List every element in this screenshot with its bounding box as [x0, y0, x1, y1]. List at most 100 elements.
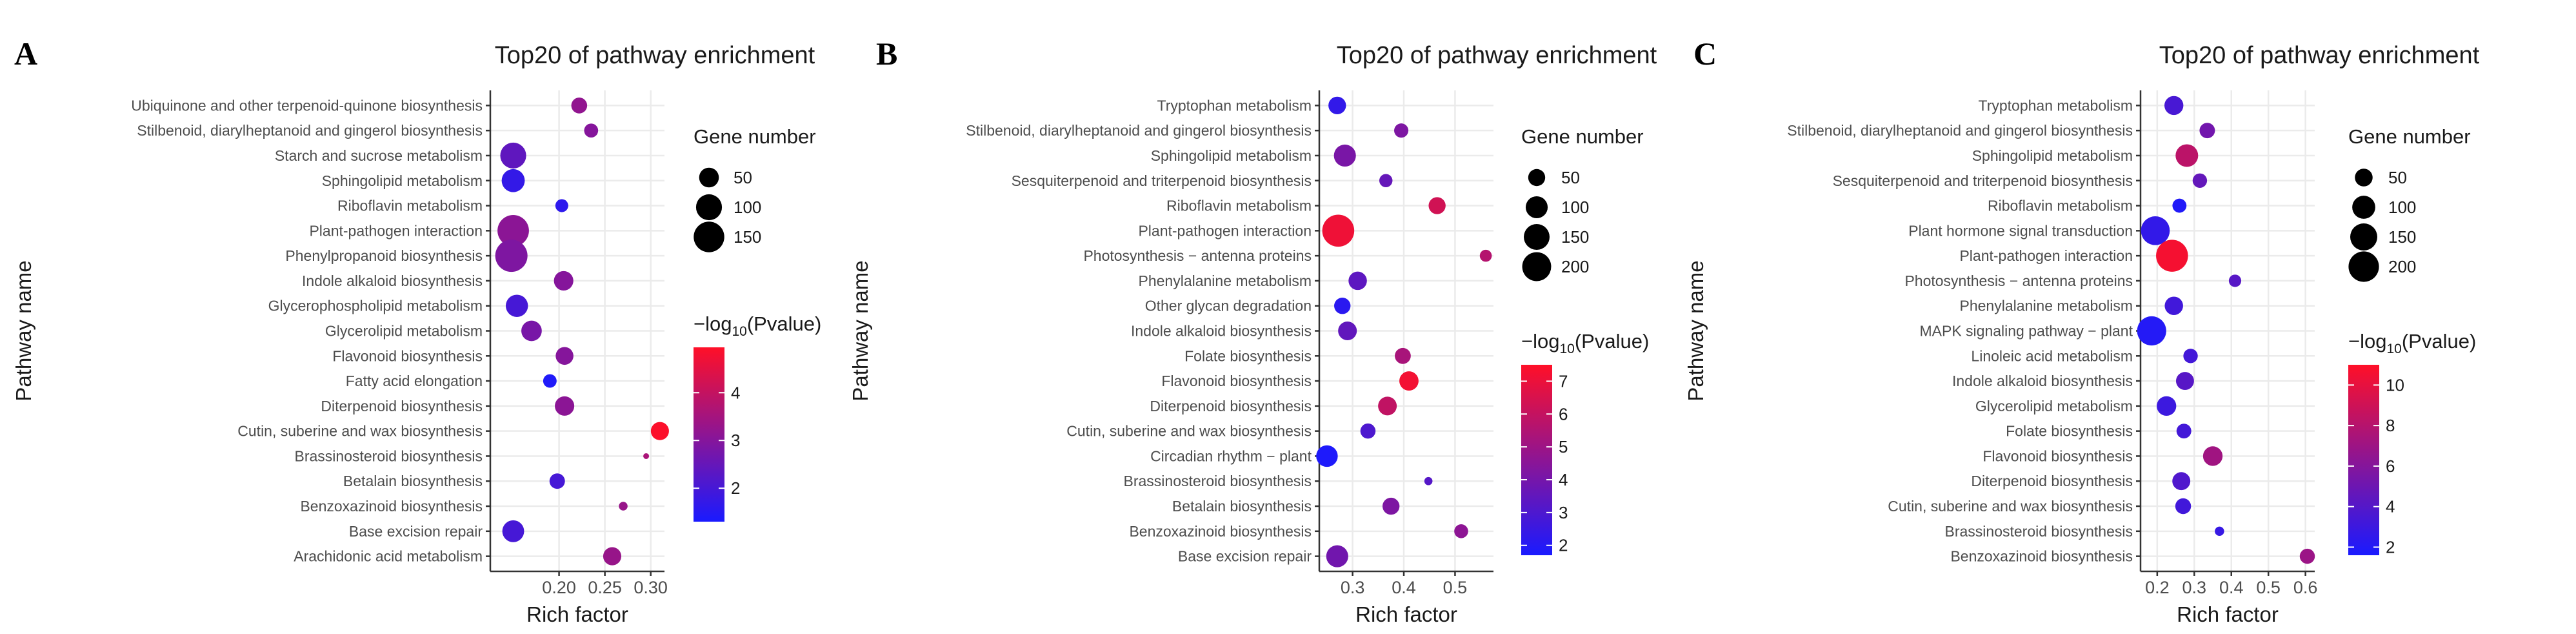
- size-legend-dot: [1524, 224, 1550, 250]
- y-tick-label: Riboflavin metabolism: [1988, 198, 2133, 214]
- y-tick-label: Benzoxazinoid biosynthesis: [300, 498, 483, 515]
- data-point: [2137, 316, 2166, 346]
- data-point: [1360, 423, 1376, 439]
- y-tick-label: MAPK signaling pathway − plant: [1919, 323, 2133, 340]
- x-tick-label: 0.3: [2182, 578, 2207, 597]
- size-legend-title: Gene number: [694, 125, 816, 148]
- data-point: [1348, 271, 1367, 291]
- size-legend-label: 200: [2388, 257, 2416, 276]
- y-tick-label: Indole alkaloid biosynthesis: [1952, 373, 2133, 389]
- color-legend-label: 4: [731, 383, 740, 402]
- size-legend-dot: [2350, 223, 2377, 251]
- data-point: [502, 520, 524, 542]
- size-legend-label: 150: [734, 227, 761, 247]
- color-legend-title-sub: 10: [1559, 342, 1574, 356]
- y-tick-label: Base excision repair: [1178, 548, 1312, 565]
- data-point: [1395, 347, 1411, 364]
- color-legend-title-suffix: (Pvalue): [747, 312, 821, 335]
- data-point: [1326, 545, 1348, 568]
- x-tick-label: 0.5: [1443, 578, 1468, 597]
- panel-letter: C: [1693, 36, 1717, 72]
- y-tick-label: Linoleic acid metabolism: [1971, 347, 2133, 364]
- y-tick-label: Stilbenoid, diarylheptanoid and gingerol…: [137, 122, 483, 139]
- y-tick-label: Riboflavin metabolism: [337, 198, 483, 214]
- color-legend-title-suffix: (Pvalue): [1575, 330, 1649, 353]
- data-point: [2299, 548, 2315, 564]
- y-tick-label: Cutin, suberine and wax biosynthesis: [237, 423, 483, 440]
- panel-c: C Top20 of pathway enrichment Tryptophan m…: [1684, 36, 2480, 626]
- data-point: [555, 396, 575, 416]
- data-point: [1428, 197, 1446, 214]
- x-axis-title: Rich factor: [526, 602, 628, 626]
- color-legend-label: 4: [2386, 497, 2395, 516]
- data-point: [2175, 144, 2199, 167]
- color-legend-bar: [694, 347, 724, 522]
- y-tick-label: Glycerolipid metabolism: [1975, 398, 2133, 414]
- y-tick-label: Tryptophan metabolism: [1157, 97, 1312, 114]
- size-legend-label: 50: [734, 168, 752, 187]
- size-legend-title: Gene number: [2348, 125, 2471, 148]
- data-point: [1322, 214, 1355, 247]
- data-point: [603, 547, 622, 566]
- size-legend-dot: [1528, 169, 1546, 187]
- y-tick-label: Phenylalanine metabolism: [1960, 298, 2133, 314]
- y-axis-title: Pathway name: [1684, 260, 1708, 401]
- x-tick-label: 0.2: [2145, 578, 2170, 597]
- y-tick-label: Photosynthesis − antenna proteins: [1904, 272, 2133, 289]
- size-legend-dot: [695, 194, 723, 221]
- panel-a: A Top20 of pathway enrichment Ubiquinone a…: [12, 36, 821, 626]
- data-point: [2175, 498, 2192, 515]
- y-tick-label: Other glycan degradation: [1145, 298, 1312, 314]
- y-tick-label: Stilbenoid, diarylheptanoid and gingerol…: [1787, 122, 2133, 139]
- color-legend-bar: [1521, 365, 1552, 555]
- color-legend-title: −log10(Pvalue): [694, 312, 821, 339]
- data-point: [1328, 96, 1346, 115]
- y-tick-label: Diterpenoid biosynthesis: [321, 398, 483, 414]
- chart-title: Top20 of pathway enrichment: [1337, 42, 1657, 69]
- y-tick-label: Brassinosteroid biosynthesis: [295, 447, 483, 464]
- data-point: [2215, 526, 2224, 537]
- color-legend-title: −log10(Pvalue): [1521, 330, 1649, 356]
- y-tick-label: Fatty acid elongation: [346, 373, 483, 389]
- size-legend-label: 100: [1561, 198, 1589, 217]
- size-legend-dot: [2355, 169, 2373, 187]
- data-point: [1424, 476, 1433, 486]
- data-point: [2175, 372, 2194, 391]
- y-tick-label: Circadian rhythm − plant: [1150, 447, 1312, 464]
- size-legend-label: 100: [2388, 198, 2416, 217]
- color-legend-title-prefix: −log: [2348, 330, 2386, 353]
- color-legend-label: 5: [1559, 437, 1568, 456]
- data-point: [1333, 144, 1356, 167]
- data-point: [554, 271, 574, 291]
- y-tick-label: Phenylalanine metabolism: [1139, 272, 1312, 289]
- data-point: [2164, 296, 2183, 315]
- x-tick-label: 0.3: [1341, 578, 1365, 597]
- data-point: [501, 169, 525, 192]
- data-point: [555, 347, 574, 365]
- y-tick-label: Plant hormone signal transduction: [1908, 222, 2133, 239]
- size-legend-label: 200: [1561, 257, 1589, 276]
- size-legend-dot: [2352, 196, 2375, 219]
- y-axis-title: Pathway name: [848, 260, 872, 401]
- data-point: [1378, 396, 1397, 416]
- y-tick-label: Photosynthesis − antenna proteins: [1083, 247, 1312, 264]
- size-legend-dot: [699, 167, 719, 188]
- data-point: [2156, 240, 2188, 272]
- color-legend-label: 10: [2386, 375, 2404, 394]
- x-tick-label: 0.5: [2256, 578, 2281, 597]
- y-tick-label: Ubiquinone and other terpenoid-quinone b…: [131, 97, 483, 114]
- color-legend-label: 4: [1559, 470, 1568, 489]
- data-point: [643, 453, 650, 459]
- color-legend-label: 2: [1559, 536, 1568, 555]
- y-tick-label: Benzoxazinoid biosynthesis: [1129, 523, 1312, 540]
- y-tick-label: Starch and sucrose metabolism: [275, 147, 483, 164]
- data-point: [1399, 371, 1419, 391]
- panel-letter: B: [876, 36, 897, 72]
- data-point: [1338, 321, 1357, 341]
- chart-title: Top20 of pathway enrichment: [2159, 42, 2480, 69]
- y-tick-label: Plant-pathogen interaction: [1138, 222, 1312, 239]
- data-point: [521, 320, 542, 342]
- data-point: [2141, 216, 2170, 245]
- data-point: [549, 473, 565, 489]
